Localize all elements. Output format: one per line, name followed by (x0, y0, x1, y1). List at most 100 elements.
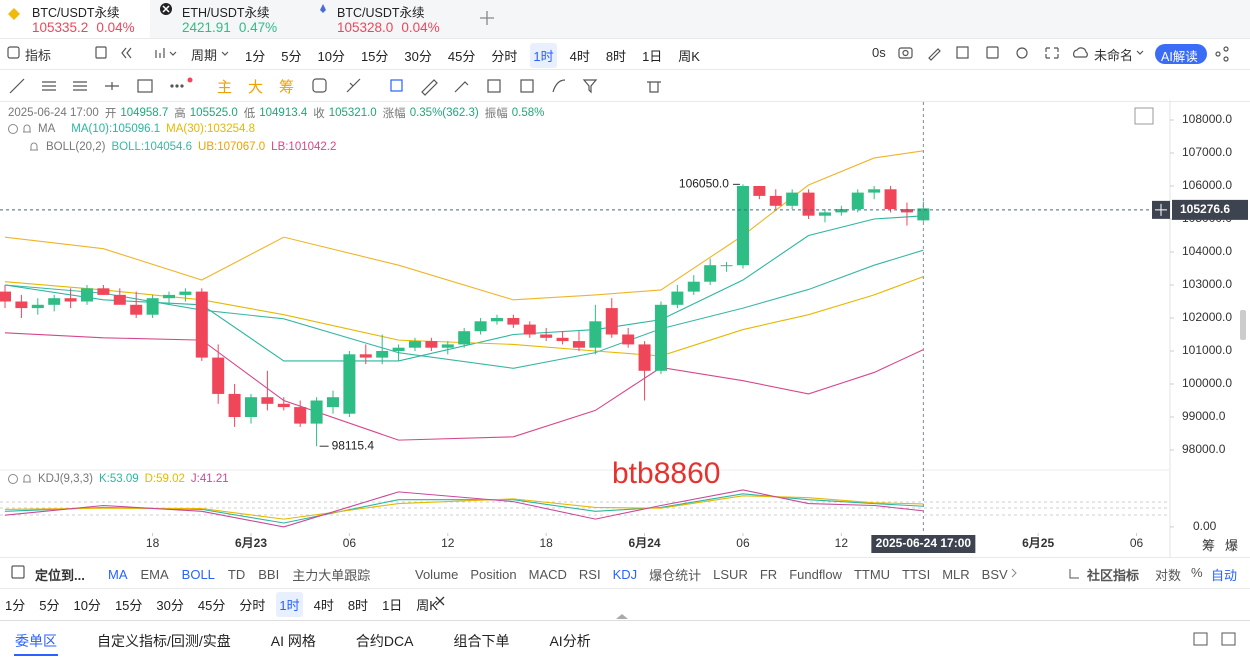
bottom-tab[interactable]: 合约DCA (355, 633, 414, 649)
symbol-tab[interactable]: BTC/USDT永续 105335.2 0.04% (0, 0, 150, 38)
y-tick-label: 103000.0 (1182, 277, 1232, 291)
indicator[interactable]: Volume (415, 567, 459, 582)
axis-side-button[interactable]: 筹 (1202, 538, 1216, 553)
indicator[interactable]: TTSI (902, 567, 931, 582)
symbol-tab[interactable]: ETH/USDT永续 2421.91 0.47% (150, 0, 300, 38)
candle-body (786, 192, 799, 206)
add-tab[interactable] (480, 11, 494, 25)
interval[interactable]: 1分 (5, 598, 26, 613)
x-tick-label: 06 (1130, 536, 1144, 550)
scroll-handle[interactable] (1240, 310, 1246, 340)
indicator[interactable]: FR (759, 567, 778, 582)
log-toggle[interactable]: 对数 (1155, 568, 1182, 583)
eth-icon-x (162, 5, 170, 13)
interval[interactable]: 10分 (317, 49, 345, 64)
interval[interactable]: 8时 (605, 49, 627, 64)
bottom-tab[interactable]: 组合下单 (453, 633, 510, 649)
indicator[interactable]: 爆仓统计 (649, 568, 702, 583)
legend-j: J:41.21 (190, 473, 229, 485)
candle-body (507, 318, 520, 325)
interval[interactable]: 周K (678, 49, 700, 64)
bottom-tab[interactable]: 自定义指标/回测/实盘 (97, 633, 231, 649)
candle-body (310, 400, 323, 424)
candle-body (294, 407, 307, 424)
drawing-tool[interactable]: 大 (248, 79, 264, 96)
bottom-tabs: 委单区 自定义指标/回测/实盘 AI 网格 合约DCA 组合下单 AI分析 (15, 631, 591, 651)
drawing-tool[interactable]: 筹 (279, 79, 295, 96)
indicator[interactable]: TD (227, 567, 246, 582)
indicator[interactable]: MLR (942, 567, 970, 582)
period-button[interactable]: 周期 (191, 48, 218, 63)
drawing-tool[interactable]: 主 (217, 79, 233, 96)
bottom-tab[interactable]: AI分析 (549, 633, 591, 649)
x-tick-label: 6月23 (235, 536, 267, 550)
indicator[interactable]: MACD (528, 567, 567, 582)
y-tick-label: 106000.0 (1182, 178, 1232, 192)
symbol-tab[interactable]: BTC/USDT永续 105328.0 0.04% (305, 0, 455, 38)
indicator[interactable]: Position (470, 567, 517, 582)
close-periods[interactable] (435, 596, 445, 606)
indicator[interactable]: TTMU (853, 567, 891, 582)
timer: 0s (872, 45, 886, 60)
bottom-tab[interactable]: 委单区 (15, 633, 57, 649)
candle-body (244, 397, 257, 418)
bottom-tab[interactable]: AI 网格 (270, 633, 316, 649)
interval[interactable]: 分时 (491, 49, 518, 64)
ai-button[interactable]: AI解读 (1161, 50, 1198, 64)
interval[interactable]: 5分 (281, 49, 302, 64)
divider (0, 588, 1250, 589)
indicator[interactable]: BSV (981, 567, 1008, 582)
percent-toggle[interactable]: % (1191, 565, 1203, 580)
indicator[interactable]: EMA (140, 567, 169, 582)
candle-body (769, 195, 782, 206)
interval[interactable]: 1日 (642, 49, 663, 64)
legend-k: K:53.09 (98, 473, 139, 485)
interval[interactable]: 4时 (569, 49, 590, 64)
ai-button-bg[interactable] (1155, 44, 1207, 64)
interval[interactable]: 周K (416, 598, 438, 613)
interval[interactable]: 8时 (347, 598, 369, 613)
legend-ub: UB:107067.0 (198, 141, 266, 153)
interval[interactable]: 4时 (313, 598, 334, 613)
interval[interactable]: 10分 (73, 598, 101, 613)
indicator[interactable]: Fundflow (789, 567, 842, 582)
tab-price: 105328.0 (337, 20, 394, 35)
maximize-pane[interactable] (1134, 107, 1154, 125)
collapse-handle[interactable] (616, 614, 628, 619)
interval[interactable]: 5分 (39, 598, 60, 613)
candle-body (654, 304, 667, 371)
indicator[interactable]: RSI (578, 567, 601, 582)
toolbar-icons (7, 46, 1229, 62)
indicator[interactable]: BOLL (181, 567, 215, 582)
interval[interactable]: 15分 (360, 49, 389, 64)
interval[interactable]: 1分 (245, 49, 266, 64)
divider (0, 69, 1250, 70)
interval[interactable]: 30分 (156, 598, 184, 613)
locate-button[interactable]: 定位到... (35, 568, 85, 583)
candle-body (0, 291, 12, 302)
indicator[interactable]: LSUR (713, 567, 748, 582)
interval[interactable]: 15分 (114, 598, 143, 613)
interval[interactable]: 1日 (382, 598, 403, 613)
candle-body (146, 298, 159, 315)
interval[interactable]: 1时 (276, 592, 303, 617)
interval[interactable]: 30分 (404, 49, 432, 64)
community-indicators[interactable]: 社区指标 (1087, 568, 1140, 583)
x-tick-label: 06 (343, 536, 357, 550)
layout-name[interactable]: 未命名 (1094, 48, 1134, 63)
interval[interactable]: 1时 (530, 43, 557, 68)
auto-toggle[interactable]: 自动 (1211, 568, 1238, 583)
more-indicators[interactable] (1011, 568, 1017, 578)
indicator-line (4, 150, 924, 301)
candle-body (408, 341, 421, 348)
interval[interactable]: 45分 (197, 598, 226, 613)
indicators-button[interactable]: 指标 (25, 48, 52, 63)
indicator[interactable]: MA (108, 567, 128, 582)
axis-side-button[interactable]: 爆 (1225, 538, 1239, 553)
interval[interactable]: 分时 (239, 598, 266, 613)
indicator[interactable]: KDJ (612, 567, 638, 582)
indicator[interactable]: 主力大单跟踪 (292, 568, 371, 583)
candle-body (97, 288, 110, 295)
interval[interactable]: 45分 (447, 49, 476, 64)
indicator[interactable]: BBI (258, 567, 280, 582)
